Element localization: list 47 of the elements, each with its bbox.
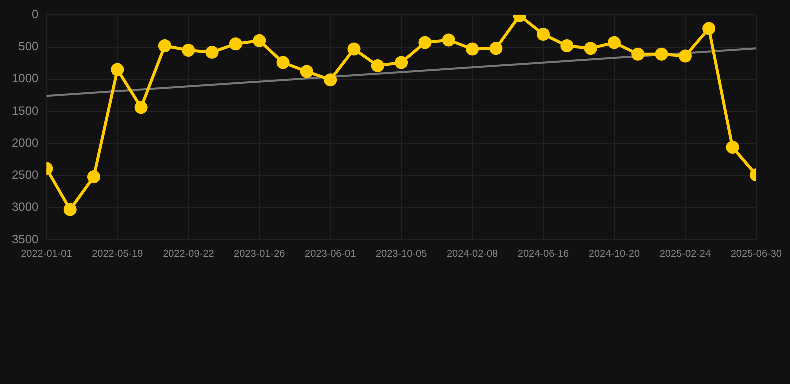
point [300, 65, 314, 78]
point [324, 74, 338, 87]
point [395, 56, 408, 70]
point [418, 36, 432, 50]
point [253, 34, 266, 48]
point [537, 28, 550, 41]
x-tick-label: 2022-05-19 [92, 248, 144, 260]
y-tick-label: 2000 [12, 136, 40, 150]
y-tick-label: 1500 [12, 104, 40, 118]
point [560, 40, 574, 53]
point [442, 34, 456, 47]
x-tick-label: 2023-01-26 [234, 248, 286, 260]
point [726, 141, 740, 154]
y-tick-label: 500 [18, 40, 40, 54]
point [466, 42, 480, 56]
point [276, 56, 290, 70]
x-tick-label: 2023-06-01 [305, 248, 357, 260]
point [182, 44, 196, 58]
x-tick-label: 2022-01-01 [21, 248, 73, 260]
point [88, 170, 101, 184]
x-tick-label: 2024-06-16 [518, 248, 570, 260]
point [371, 59, 384, 72]
y-tick-label: 3000 [12, 200, 40, 214]
x-tick-label: 2023-10-05 [376, 248, 428, 260]
x-tick-label: 2022-09-22 [163, 248, 215, 260]
point [229, 38, 242, 51]
point [206, 46, 219, 59]
x-tick-label: 2025-02-24 [660, 248, 712, 260]
point [632, 48, 645, 61]
y-tick-label: 3500 [12, 232, 40, 246]
y-tick-label: 0 [32, 8, 40, 22]
point [490, 42, 503, 56]
point [158, 40, 172, 53]
point [702, 22, 716, 36]
y-tick-label: 1000 [12, 72, 40, 86]
point [608, 36, 621, 50]
point [584, 42, 598, 56]
point [348, 42, 361, 56]
point [134, 101, 148, 114]
x-tick-label: 2024-02-08 [446, 248, 499, 260]
point [655, 48, 668, 61]
x-tick-label: 2024-10-20 [588, 248, 640, 260]
point [64, 203, 77, 216]
point [111, 63, 124, 76]
point [678, 50, 692, 63]
y-tick-label: 2500 [12, 168, 40, 182]
x-tick-label: 2025-06-30 [730, 248, 782, 260]
